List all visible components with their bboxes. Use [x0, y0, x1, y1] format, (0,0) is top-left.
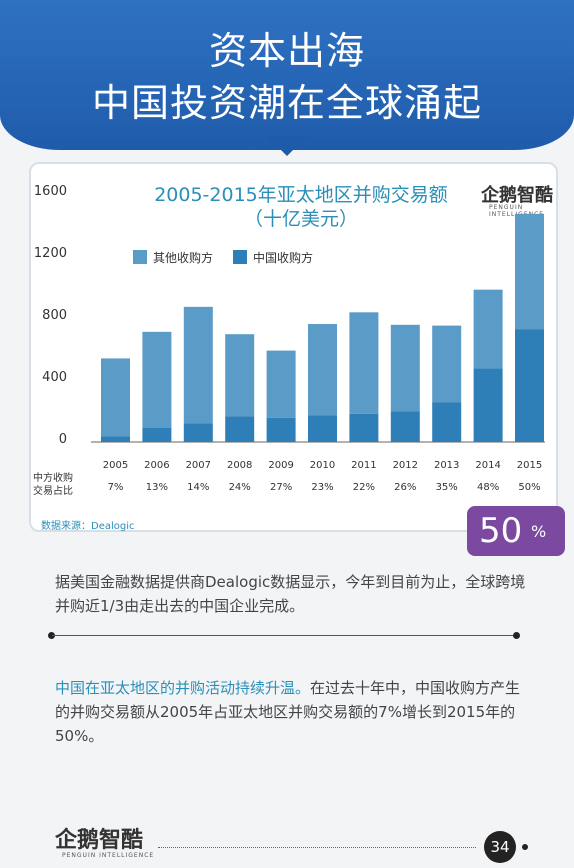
footer-dot — [522, 844, 528, 850]
bar-other-2009 — [266, 350, 296, 418]
bar-china-2015 — [515, 329, 544, 442]
divider-line — [52, 635, 516, 636]
bar-china-2013 — [432, 402, 462, 442]
x-tick-label: 2010 — [309, 460, 336, 471]
x-tick-label: 2006 — [144, 460, 170, 471]
bar-china-2014 — [473, 368, 503, 442]
bar-other-2005 — [101, 358, 130, 437]
y-tick-label: 1200 — [33, 246, 67, 261]
bar-china-2012 — [390, 411, 420, 442]
china-share-label: 14% — [187, 482, 210, 493]
y-tick-label: 1600 — [33, 184, 67, 199]
share-row-label-line2: 交易占比 — [33, 486, 73, 497]
china-share-label: 26% — [394, 482, 417, 493]
china-share-label: 7% — [107, 482, 124, 493]
banner-title-line2: 中国投资潮在全球涌起 — [91, 81, 482, 125]
chart-subtitle: （十亿美元） — [243, 208, 358, 230]
china-share-label: 22% — [352, 482, 375, 493]
x-tick-label: 2013 — [433, 460, 460, 471]
y-tick-label: 400 — [42, 370, 67, 385]
chart-card: 2005-2015年亚太地区并购交易额 （十亿美元） 企鹅智酷 PENGUIN … — [29, 162, 558, 532]
data-source: 数据来源：Dealogic — [41, 521, 135, 532]
chart-title: 2005-2015年亚太地区并购交易额 — [154, 184, 448, 206]
legend-swatch-china — [233, 250, 247, 264]
x-tick-label: 2005 — [102, 460, 129, 471]
bar-other-2014 — [473, 289, 503, 369]
bar-other-2010 — [308, 324, 337, 416]
footer-logo-subtext: PENGUIN INTELLIGENCE — [62, 852, 155, 859]
x-tick-label: 2008 — [226, 460, 253, 471]
x-tick-label: 2009 — [268, 460, 294, 471]
paragraph-2-text: 在过去十年中，中国收购方产生的并购交易额从2005年占亚太地区并购交易额的7%增… — [55, 679, 521, 745]
x-tick-label: 2014 — [475, 460, 501, 471]
bar-china-2006 — [142, 427, 172, 442]
bar-china-2010 — [308, 415, 337, 442]
bar-china-2005 — [101, 436, 130, 442]
bar-plot — [91, 213, 545, 443]
legend-swatch-other — [133, 250, 147, 264]
banner-notch — [267, 136, 307, 156]
paragraph-2-highlight: 中国在亚太地区的并购活动持续升温。 — [55, 679, 311, 697]
bar-other-2008 — [225, 334, 255, 417]
bar-china-2007 — [183, 423, 213, 442]
badge-unit: % — [531, 522, 547, 541]
china-share-label: 50% — [518, 482, 541, 493]
x-tick-label: 2015 — [516, 460, 543, 471]
page-number: 34 — [484, 831, 516, 863]
bar-china-2008 — [225, 416, 255, 442]
chart-logo: 企鹅智酷 — [481, 185, 553, 206]
legend-label-china: 中国收购方 — [253, 251, 314, 265]
bar-other-2013 — [432, 325, 462, 403]
china-share-label: 27% — [269, 482, 293, 493]
badge-number: 50 — [479, 511, 523, 551]
y-tick-label: 800 — [42, 308, 67, 323]
divider-dot-right — [513, 632, 520, 639]
bar-other-2015 — [515, 213, 544, 330]
legend-label-other: 其他收购方 — [153, 251, 214, 265]
paragraph-2: 中国在亚太地区的并购活动持续升温。在过去十年中，中国收购方产生的并购交易额从20… — [55, 676, 535, 748]
bar-china-2011 — [349, 413, 379, 442]
bar-china-2009 — [266, 417, 296, 442]
y-tick-label: 0 — [58, 432, 67, 447]
china-share-label: 13% — [145, 482, 168, 493]
china-share-label: 35% — [435, 482, 458, 493]
footer-logo: 企鹅智酷 — [55, 827, 144, 853]
x-tick-label: 2012 — [392, 460, 419, 471]
x-tick-label: 2011 — [351, 460, 377, 471]
header-banner — [0, 0, 574, 150]
x-tick-label: 2007 — [185, 460, 212, 471]
bar-other-2012 — [390, 324, 420, 412]
bar-other-2011 — [349, 312, 379, 414]
china-share-label: 24% — [228, 482, 251, 493]
paragraph-1: 据美国金融数据提供商Dealogic数据显示，今年到目前为止，全球跨境并购近1/… — [55, 573, 526, 615]
share-badge: 50 % — [467, 506, 565, 556]
share-row-label-line1: 中方收购 — [33, 473, 73, 484]
banner-title-line1: 资本出海 — [208, 29, 365, 73]
china-share-label: 48% — [476, 482, 500, 493]
footer-line — [158, 847, 476, 848]
bar-other-2007 — [183, 306, 213, 424]
divider-dot-left — [48, 632, 55, 639]
china-share-label: 23% — [311, 482, 334, 493]
bar-other-2006 — [142, 331, 172, 428]
